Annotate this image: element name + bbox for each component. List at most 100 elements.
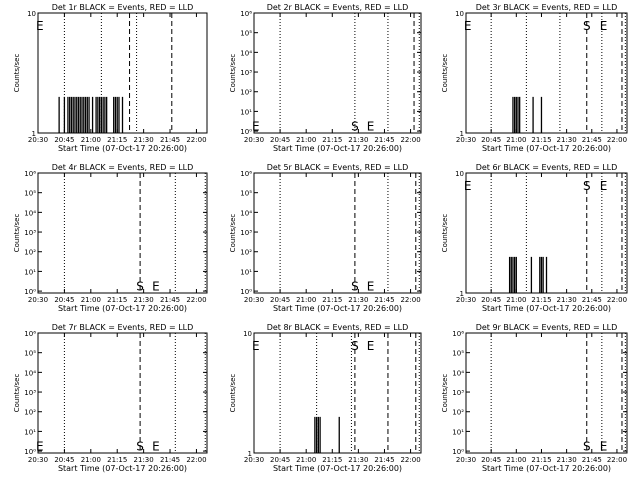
x-axis-label: Start Time (07-Oct-17 20:26:00)	[58, 464, 187, 473]
y-tick-label: 10¹	[240, 108, 252, 116]
x-tick-label: 20:30	[456, 456, 476, 464]
x-tick-label: 21:15	[322, 456, 342, 464]
y-tick-label: 10²	[240, 249, 252, 257]
x-tick-label: 21:30	[557, 136, 577, 144]
y-tick-label: 10¹	[24, 268, 36, 276]
x-tick-label: 20:45	[270, 296, 290, 304]
marker-label: S	[583, 19, 591, 33]
x-tick-label: 22:00	[400, 136, 420, 144]
x-axis-label: Start Time (07-Oct-17 20:26:00)	[273, 304, 402, 313]
chart-panel-4: Det 4r BLACK = Events, RED = LLD S E 20:30 2…	[13, 163, 208, 313]
x-axis-label: Start Time (07-Oct-17 20:26:00)	[482, 304, 611, 313]
x-tick-label: 21:30	[134, 456, 154, 464]
x-tick-label: 22:00	[400, 456, 420, 464]
x-axis-label: Start Time (07-Oct-17 20:26:00)	[273, 144, 402, 153]
y-tick-label: 10⁶	[240, 10, 252, 18]
x-tick-label: 21:45	[582, 136, 602, 144]
marker-label: E	[36, 439, 44, 453]
x-tick-label: 21:00	[81, 456, 101, 464]
x-tick-label: 21:00	[296, 456, 316, 464]
y-tick-label: 10	[455, 10, 464, 18]
x-tick-label: 21:30	[348, 136, 368, 144]
y-tick-label: 10	[27, 10, 36, 18]
y-tick-label: 10⁴	[452, 369, 464, 377]
x-tick-label: 21:15	[531, 136, 551, 144]
x-tick-label: 21:45	[160, 136, 180, 144]
x-axis-label: Start Time (07-Oct-17 20:26:00)	[58, 144, 187, 153]
y-axis-label: Counts/sec	[441, 374, 449, 413]
marker-label: E	[600, 19, 608, 33]
y-tick-label: 10²	[452, 409, 464, 417]
x-tick-label: 21:30	[348, 456, 368, 464]
y-tick-label: 10¹	[452, 428, 464, 436]
plot-frame	[37, 332, 208, 454]
chart-title: Det 3r BLACK = Events, RED = LLD	[476, 3, 618, 12]
x-tick-label: 21:30	[557, 456, 577, 464]
marker-label: E	[600, 179, 608, 193]
marker-label: E	[152, 439, 160, 453]
x-tick-label: 21:30	[348, 296, 368, 304]
x-axis-label: Start Time (07-Oct-17 20:26:00)	[273, 464, 402, 473]
x-tick-label: 22:00	[400, 296, 420, 304]
y-tick-label: 10⁰	[240, 128, 252, 136]
y-axis-label: Counts/sec	[441, 214, 449, 253]
y-tick-label: 10⁶	[24, 170, 36, 178]
x-tick-label: 20:45	[481, 296, 501, 304]
x-tick-label: 21:45	[374, 456, 394, 464]
y-tick-label: 10⁵	[240, 190, 252, 198]
y-tick-label: 10⁴	[24, 369, 36, 377]
y-tick-label: 10⁵	[240, 30, 252, 38]
chart-title: Det 9r BLACK = Events, RED = LLD	[476, 323, 618, 332]
x-tick-label: 20:30	[244, 136, 264, 144]
x-tick-label: 20:30	[28, 136, 48, 144]
plot-frame	[253, 332, 422, 454]
y-tick-label: 10⁶	[240, 170, 252, 178]
x-tick-label: 20:30	[28, 456, 48, 464]
y-tick-label: 10⁰	[452, 448, 464, 456]
y-tick-label: 1	[460, 290, 464, 298]
y-tick-label: 10²	[24, 409, 36, 417]
y-tick-label: 10⁶	[24, 330, 36, 338]
y-tick-label: 1	[460, 130, 464, 138]
y-tick-label: 10¹	[240, 268, 252, 276]
x-tick-label: 21:15	[107, 456, 127, 464]
x-tick-label: 21:00	[506, 136, 526, 144]
y-tick-label: 1	[32, 130, 36, 138]
x-tick-label: 20:45	[270, 456, 290, 464]
y-tick-label: 10³	[24, 229, 36, 237]
x-tick-label: 22:00	[607, 136, 627, 144]
marker-label: S	[136, 439, 144, 453]
x-tick-label: 20:45	[54, 136, 74, 144]
x-tick-label: 21:15	[107, 296, 127, 304]
y-tick-label: 10²	[240, 89, 252, 97]
marker-label: S	[583, 439, 591, 453]
x-tick-label: 21:45	[374, 136, 394, 144]
x-tick-label: 21:30	[134, 296, 154, 304]
x-tick-label: 20:45	[54, 456, 74, 464]
chart-title: Det 2r BLACK = Events, RED = LLD	[267, 3, 409, 12]
x-tick-label: 20:30	[28, 296, 48, 304]
y-tick-label: 10⁴	[240, 49, 252, 57]
chart-title: Det 6r BLACK = Events, RED = LLD	[476, 163, 618, 172]
marker-label: E	[252, 119, 260, 133]
x-tick-label: 22:00	[186, 136, 206, 144]
y-axis-label: Counts/sec	[13, 214, 21, 253]
x-tick-label: 21:45	[160, 296, 180, 304]
x-tick-label: 21:00	[81, 296, 101, 304]
y-axis-label: Counts/sec	[13, 374, 21, 413]
plot-frame	[253, 12, 422, 134]
x-tick-label: 20:30	[456, 136, 476, 144]
marker-label: E	[464, 179, 472, 193]
x-tick-label: 20:30	[244, 456, 264, 464]
marker-label: E	[36, 19, 44, 33]
y-tick-label: 10¹	[24, 428, 36, 436]
chart-panel-9: Det 9r BLACK = Events, RED = LLD S E 20:30 2…	[441, 323, 628, 473]
chart-title: Det 1r BLACK = Events, RED = LLD	[52, 3, 194, 12]
y-axis-label: Counts/sec	[229, 214, 237, 253]
x-tick-label: 20:30	[456, 296, 476, 304]
